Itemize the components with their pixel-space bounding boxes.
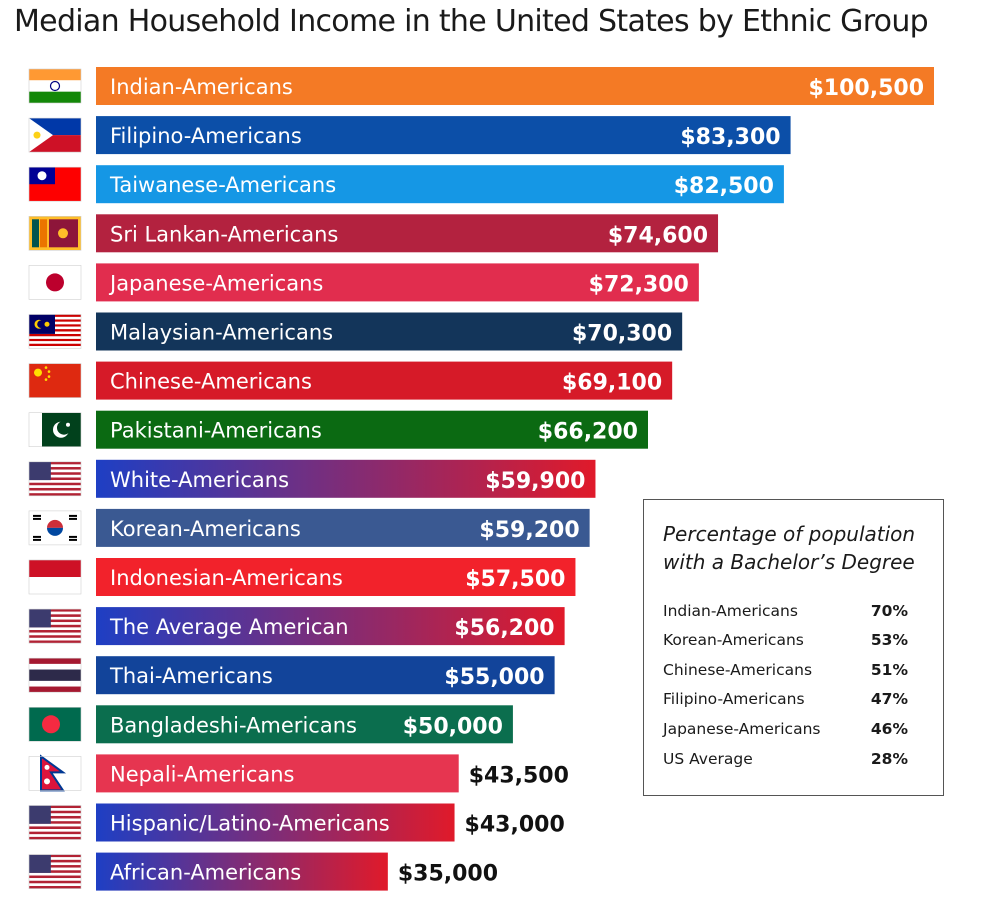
- bar-value-label: $72,300: [589, 272, 689, 297]
- bar-value-label: $57,500: [465, 567, 565, 592]
- bachelors-row-value: 47%: [870, 690, 908, 708]
- bar-value-label: $82,500: [674, 174, 774, 199]
- bachelors-row-value: 70%: [870, 602, 908, 620]
- bachelors-row-name: Filipino-Americans: [663, 690, 805, 708]
- bar-category-label: Hispanic/Latino-Americans: [110, 812, 390, 836]
- usa-flag-icon: [28, 608, 82, 644]
- bar-category-label: Korean-Americans: [110, 517, 301, 541]
- bar: [96, 852, 388, 891]
- bar: [96, 459, 596, 498]
- bachelors-row: Indian-Americans 70%: [663, 602, 908, 626]
- usa-flag-icon: [28, 461, 82, 497]
- bachelors-row-value: 28%: [870, 750, 908, 768]
- bar-value-label: $74,600: [608, 223, 708, 248]
- bar-value-label: $50,000: [403, 714, 503, 739]
- bar-value-label: $100,500: [808, 76, 924, 101]
- bar: [96, 165, 784, 204]
- bachelors-row: US Average 28%: [663, 750, 908, 774]
- south-korea-flag-icon: [28, 510, 82, 546]
- bar-category-label: Bangladeshi-Americans: [110, 713, 357, 737]
- bachelors-row-name: Chinese-Americans: [663, 661, 813, 679]
- indonesia-flag-icon: [28, 559, 82, 595]
- bar-category-label: Japanese-Americans: [108, 271, 323, 295]
- bar: [96, 263, 699, 302]
- usa-flag-icon: [28, 805, 82, 840]
- bar: [96, 410, 648, 449]
- bachelors-title-line2: with a Bachelor’s Degree: [663, 550, 915, 574]
- bachelors-row-value: 53%: [870, 631, 908, 649]
- bar-value-label: $69,100: [562, 371, 662, 396]
- bar: [96, 214, 719, 253]
- japan-flag-icon: [28, 265, 82, 300]
- bachelors-row-name: Japanese-Americans: [663, 720, 821, 738]
- bachelors-row: Filipino-Americans 47%: [663, 690, 908, 714]
- bar-category-label: Taiwanese-Americans: [109, 173, 336, 197]
- bar-category-label: Thai-Americans: [109, 664, 273, 688]
- bar-category-label: Nepali-Americans: [110, 762, 295, 786]
- bachelors-row-value: 51%: [870, 661, 908, 679]
- bar: [96, 656, 555, 695]
- bar-value-label: $35,000: [398, 862, 498, 887]
- bar-category-label: The Average American: [109, 615, 349, 639]
- usa-flag-icon: [28, 854, 82, 889]
- bar-category-label: Indian-Americans: [110, 75, 293, 99]
- bar: [96, 558, 576, 596]
- bar-category-label: African-Americans: [110, 861, 301, 885]
- bar: [96, 67, 934, 105]
- bachelors-title-line1: Percentage of population: [663, 522, 916, 546]
- bachelors-row: Chinese-Americans 51%: [663, 661, 908, 685]
- bar: [96, 361, 673, 400]
- bar: [96, 803, 455, 842]
- india-flag-icon: [28, 68, 82, 104]
- bachelors-row-value: 46%: [870, 720, 908, 738]
- nepal-flag-icon: [28, 754, 82, 792]
- bachelors-degree-panel: Percentage of population with a Bachelor…: [643, 499, 944, 796]
- bar: [96, 116, 791, 155]
- bar-category-label: Malaysian-Americans: [110, 321, 333, 345]
- malaysia-flag-icon: [28, 314, 82, 349]
- bar-value-label: $56,200: [454, 616, 554, 641]
- bar-value-label: $83,300: [680, 125, 780, 150]
- bar: [96, 508, 590, 547]
- bachelors-row: Korean-Americans 53%: [663, 631, 908, 655]
- bachelors-row: Japanese-Americans 46%: [663, 720, 908, 744]
- sri-lanka-flag-icon: [28, 216, 82, 251]
- bar-category-label: Filipino-Americans: [110, 124, 302, 148]
- bar: [96, 705, 513, 744]
- bar: [96, 754, 459, 793]
- thailand-flag-icon: [28, 657, 82, 693]
- bar-category-label: White-Americans: [110, 468, 289, 492]
- bar-category-label: Pakistani-Americans: [110, 419, 322, 443]
- pakistan-flag-icon: [28, 412, 82, 448]
- bar-category-label: Indonesian-Americans: [110, 566, 343, 590]
- bar-category-label: Sri Lankan-Americans: [110, 222, 338, 246]
- flags-layer: [28, 68, 82, 889]
- bar-value-label: $59,200: [479, 518, 579, 543]
- bar-category-label: Chinese-Americans: [110, 370, 312, 394]
- bar: [96, 607, 565, 646]
- bar-value-label: $43,000: [465, 813, 565, 838]
- bar-value-label: $66,200: [538, 420, 638, 445]
- bachelors-row-name: Korean-Americans: [663, 631, 804, 649]
- bachelors-panel-title: Percentage of population with a Bachelor…: [663, 520, 915, 576]
- china-flag-icon: [28, 363, 82, 398]
- taiwan-flag-icon: [28, 166, 82, 202]
- philippines-flag-icon: [28, 117, 82, 153]
- bar: [96, 312, 683, 351]
- bar-value-label: $59,900: [485, 469, 585, 494]
- bar-value-label: $43,500: [469, 763, 569, 788]
- bachelors-row-name: Indian-Americans: [663, 602, 798, 620]
- bachelors-row-name: US Average: [663, 750, 753, 768]
- bangladesh-flag-icon: [28, 706, 82, 742]
- chart-title: Median Household Income in the United St…: [14, 4, 929, 39]
- bar-value-label: $70,300: [572, 322, 672, 347]
- bars-layer: Indian-Americans $100,500 Filipino-America…: [96, 67, 934, 891]
- bar-value-label: $55,000: [444, 665, 544, 690]
